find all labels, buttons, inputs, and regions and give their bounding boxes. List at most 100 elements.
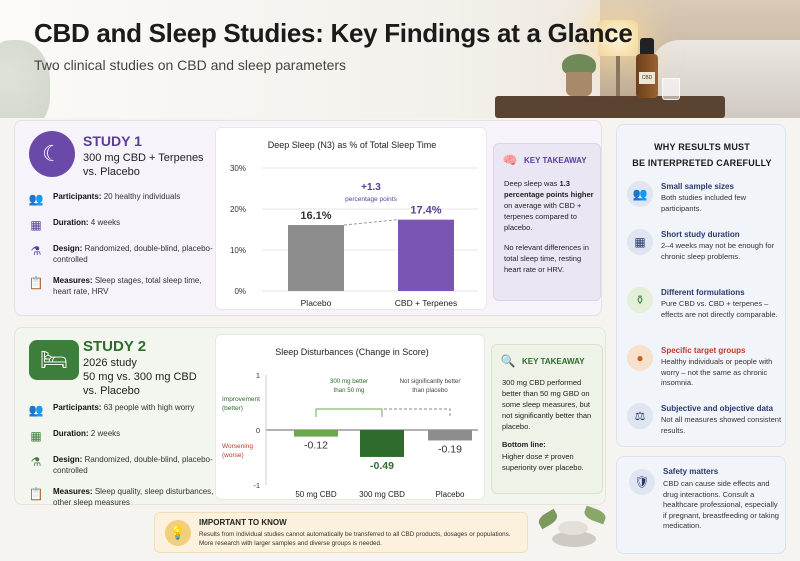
study1-description: 300 mg CBD + Terpenes vs. Placebo (83, 151, 204, 179)
fact-text: 63 people with high worry (103, 403, 195, 412)
dropper-cap (640, 38, 654, 56)
data-label: 16.1% (300, 210, 331, 222)
study1-name: STUDY 1 (83, 133, 142, 149)
takeaway-text: Deep sleep was (504, 179, 558, 188)
hero-banner: CBD (0, 0, 800, 118)
bottle-label: CBD (639, 72, 655, 84)
study2-name: STUDY 2 (83, 338, 147, 355)
y-tick-label: 1 (256, 371, 260, 380)
study2-description: 2026 study 50 mg vs. 300 mg CBD vs. Plac… (83, 356, 197, 398)
why-item-heading: Small sample sizes (661, 182, 734, 191)
why-careful-panel: WHY RESULTS MUST BE INTERPRETED CAREFULL… (616, 124, 786, 447)
why-title-line2: BE INTERPRETED CAREFULLY (632, 158, 772, 168)
annotation2-line1: Not significantly better (400, 378, 461, 385)
sleep-disturbances-chart: Sleep Disturbances (Change in Score) 1 0 -1… (222, 347, 478, 499)
y-tick-label: 30% (230, 164, 246, 173)
important-note: 💡 IMPORTANT TO KNOW Results from individ… (154, 512, 528, 553)
clipboard-icon: 📋 (28, 487, 44, 501)
study1-desc-line2: vs. Placebo (83, 166, 140, 178)
study2-chart-panel: Sleep Disturbances (Change in Score) 1 0 -1… (215, 334, 485, 500)
x-tick-label: 300 mg CBD (359, 490, 405, 499)
fact-text: Randomized, double-blind, placebo-contro… (53, 244, 213, 264)
shield-icon: 🛡 (629, 469, 655, 495)
stones-decoration (530, 505, 610, 555)
annotation2-line2: than placebo (412, 387, 448, 394)
calendar-icon: ▦ (627, 229, 653, 255)
why-item-sample: 👥 Small sample sizes Both studies include… (627, 181, 783, 214)
y-tick-label: -1 (253, 481, 260, 490)
lamp-stem (616, 56, 620, 96)
study1-chart-panel: Deep Sleep (N3) as % of Total Sleep Time… (215, 127, 487, 310)
moon-icon: ☾ (29, 131, 75, 177)
takeaway-heading: 🔍 KEY TAKEAWAY (500, 353, 585, 369)
why-item-heading: Different formulations (661, 288, 745, 297)
study2-fact-design: ⚗ Design: Randomized, double-blind, plac… (27, 454, 217, 476)
bar (288, 224, 344, 291)
lightbulb-icon: 💡 (165, 520, 191, 546)
study2-fact-participants: 👥 Participants: 63 people with high worr… (27, 402, 217, 418)
worsening-label: Worsening (222, 443, 253, 450)
takeaway-heading-text: KEY TAKEAWAY (524, 155, 587, 165)
fact-label: Design: (53, 455, 83, 464)
plant-pot (566, 72, 592, 96)
y-tick-label: 10% (230, 246, 246, 255)
worsening-label-sub: (worse) (222, 452, 244, 459)
takeaway-body: Deep sleep was 1.3 percentage points hig… (504, 178, 598, 233)
annotation1-line2: than 50 mg (334, 387, 366, 394)
why-item-text: Both studies included few participants. (661, 193, 747, 213)
safety-panel: 🛡 Safety matters CBD can cause side effe… (616, 456, 786, 554)
safety-text: CBD can cause side effects and drug inte… (663, 479, 779, 530)
people-icon: 👥 (28, 403, 44, 417)
takeaway-bottom-heading: Bottom line: (502, 440, 546, 449)
takeaway-body: 300 mg CBD performed better than 50 mg G… (502, 378, 592, 431)
fact-label: Duration: (53, 218, 89, 227)
person-icon: ● (627, 345, 653, 371)
study1-fact-participants: 👥 Participants: 20 healthy individuals (27, 191, 217, 207)
water-glass-icon (662, 78, 680, 100)
study2-fact-measures: 📋 Measures: Sleep quality, sleep disturb… (27, 486, 217, 508)
study2-facts: 👥 Participants: 63 people with high worr… (27, 402, 217, 518)
study2-desc-line3: vs. Placebo (83, 385, 140, 397)
brain-icon: 🧠 (502, 153, 518, 167)
why-item-duration: ▦ Short study duration 2–4 weeks may not … (627, 229, 783, 262)
x-tick-label: 50 mg CBD (295, 490, 337, 499)
flask-icon: ⚗ (30, 244, 42, 258)
fact-text: Sleep stages, total sleep time, heart ra… (53, 276, 202, 296)
calendar-icon: ▦ (30, 218, 42, 232)
takeaway-heading: 🧠 KEY TAKEAWAY (502, 152, 587, 168)
deep-sleep-chart: Deep Sleep (N3) as % of Total Sleep Time… (230, 140, 478, 308)
study1-desc-line1: 300 mg CBD + Terpenes (83, 152, 204, 164)
calendar-icon: ▦ (30, 429, 42, 443)
magnifier-icon: 🔍 (500, 354, 516, 368)
bed-sleep-icon: 🛏 (29, 340, 79, 380)
study1-fact-measures: 📋 Measures: Sleep stages, total sleep ti… (27, 275, 217, 297)
takeaway-highlight: 1.3 percentage points higher (504, 179, 594, 199)
improvement-label-sub: (better) (222, 405, 243, 412)
annotation2-bracket (381, 408, 451, 417)
why-item-text: Pure CBD vs. CBD + terpenes – effects ar… (661, 299, 778, 319)
fact-text: 2 weeks (90, 429, 121, 438)
page-title: CBD and Sleep Studies: Key Findings at a… (34, 18, 633, 48)
y-tick-label: 0 (256, 426, 260, 435)
y-tick-label: 0% (234, 287, 246, 296)
safety-heading: Safety matters (663, 467, 719, 476)
annotation1-bracket (315, 408, 383, 417)
annotation-value: +1.3 (361, 182, 381, 193)
fact-label: Measures: (53, 487, 93, 496)
fact-label: Design: (53, 244, 83, 253)
plant-decoration (0, 40, 50, 118)
why-item-text: 2–4 weeks may not be enough for chronic … (661, 241, 774, 261)
scales-icon: ⚖ (627, 403, 653, 429)
why-item-data: ⚖ Subjective and objective data Not all m… (627, 403, 783, 436)
why-item-text: Not all measures showed consistent resul… (661, 415, 782, 435)
study2-takeaway: 🔍 KEY TAKEAWAY 300 mg CBD performed bett… (491, 344, 603, 494)
x-tick-label: Placebo (436, 490, 465, 499)
chart-title: Sleep Disturbances (Change in Score) (275, 347, 429, 357)
bar (294, 430, 338, 437)
why-title: WHY RESULTS MUST BE INTERPRETED CAREFULL… (617, 139, 787, 171)
data-label: -0.49 (370, 460, 394, 472)
nightstand (495, 96, 725, 118)
why-item-formulations: ⚱ Different formulations Pure CBD vs. CBD… (627, 287, 783, 320)
bar (360, 430, 404, 457)
people-icon: 👥 (28, 192, 44, 206)
